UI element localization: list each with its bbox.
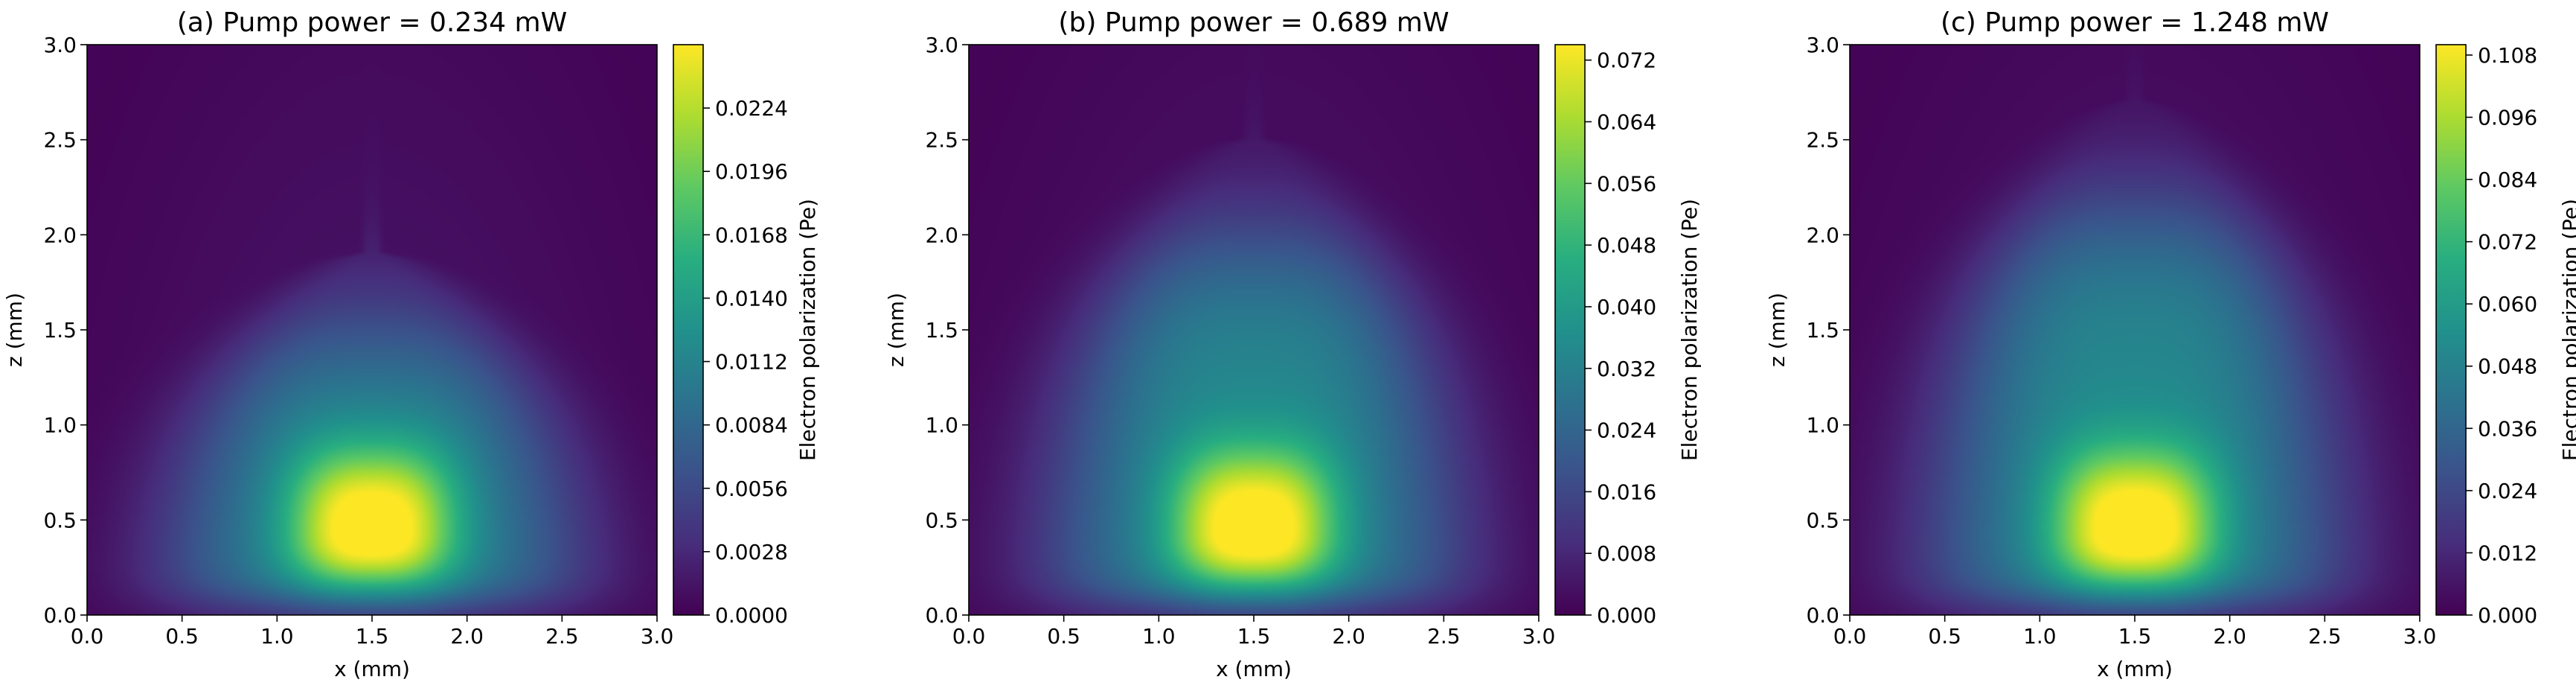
x-axis-label: x (mm) — [334, 657, 410, 681]
colorbar-tick-label: 0.0000 — [715, 603, 788, 628]
colorbar-tick-label: 0.0196 — [715, 159, 788, 184]
x-tick-label: 1.5 — [356, 624, 389, 649]
colorbar-tick-label: 0.016 — [1597, 480, 1656, 504]
y-tick-label: 3.0 — [1806, 33, 1839, 57]
colorbar-tick-label: 0.048 — [2478, 354, 2537, 379]
colorbar-tick-label: 0.032 — [1597, 357, 1656, 381]
y-tick-label: 1.5 — [43, 318, 77, 343]
colorbar-tick-label: 0.0168 — [715, 223, 788, 247]
colorbar-label: Electron polarization (Pe) — [1677, 199, 1702, 461]
y-tick-label: 1.0 — [43, 413, 77, 438]
colorbar-tick-label: 0.012 — [2478, 541, 2537, 565]
x-tick-label: 2.5 — [2308, 624, 2342, 649]
y-axis-label: z (mm) — [1765, 293, 1790, 367]
x-tick-label: 2.0 — [1332, 624, 1365, 649]
x-tick-label: 1.5 — [2118, 624, 2152, 649]
colorbar-tick-label: 0.000 — [2478, 603, 2537, 628]
heatmap-field — [1850, 45, 2420, 615]
y-tick-label: 2.5 — [925, 128, 958, 153]
x-tick-label: 2.0 — [2213, 624, 2246, 649]
colorbar-label: Electron polarization (Pe) — [795, 199, 820, 461]
chart-title: (c) Pump power = 1.248 mW — [1941, 7, 2329, 38]
chart-panel-2: (b) Pump power = 0.689 mW 0.0 0.5 1.0 1.5 2.0… — [884, 7, 1702, 681]
colorbar-tick-label: 0.060 — [2478, 292, 2537, 316]
colorbar-tick-label: 0.0112 — [715, 350, 788, 375]
colorbar-tick-label: 0.040 — [1597, 295, 1656, 319]
x-tick-label: 2.5 — [545, 624, 579, 649]
y-tick-label: 1.0 — [925, 413, 958, 438]
y-tick-label: 1.5 — [925, 318, 958, 343]
y-tick-label: 2.0 — [43, 223, 77, 247]
colorbar-tick-label: 0.0224 — [715, 96, 788, 121]
colorbar-frame — [673, 44, 704, 616]
x-tick-label: 2.0 — [450, 624, 484, 649]
colorbar-tick-label: 0.024 — [1597, 418, 1656, 443]
x-tick-label: 0.5 — [1047, 624, 1080, 649]
y-tick-label: 2.0 — [1806, 223, 1839, 247]
y-tick-label: 0.0 — [1806, 603, 1839, 628]
y-tick-label: 1.0 — [1806, 413, 1839, 438]
x-tick-label: 3.0 — [641, 624, 674, 649]
colorbar-frame — [2435, 44, 2467, 616]
x-axis-label: x (mm) — [2097, 657, 2173, 681]
colorbar-tick-label: 0.000 — [1597, 603, 1656, 628]
x-tick-label: 1.5 — [1237, 624, 1271, 649]
colorbar-frame — [1554, 44, 1586, 616]
colorbar-tick-label: 0.036 — [2478, 416, 2537, 441]
colorbar — [2436, 45, 2466, 615]
colorbar-tick-label: 0.072 — [1597, 48, 1656, 73]
colorbar-label: Electron polarization (Pe) — [2558, 199, 2576, 461]
x-tick-label: 0.0 — [952, 624, 986, 649]
colorbar-tick-label: 0.0084 — [715, 413, 788, 438]
colorbar-tick-label: 0.024 — [2478, 479, 2537, 503]
y-tick-label: 2.5 — [1806, 128, 1839, 153]
y-tick-label: 3.0 — [43, 33, 77, 57]
colorbar-tick-label: 0.072 — [2478, 230, 2537, 255]
x-axis-label: x (mm) — [1216, 657, 1292, 681]
colorbar-tick-label: 0.056 — [1597, 171, 1656, 196]
colorbar — [673, 45, 703, 615]
colorbar-tick-label: 0.0028 — [715, 540, 788, 564]
x-tick-label: 3.0 — [1522, 624, 1556, 649]
x-tick-label: 1.0 — [1142, 624, 1176, 649]
y-tick-label: 0.0 — [925, 603, 958, 628]
heatmap-field — [969, 45, 1539, 615]
y-tick-label: 0.0 — [43, 603, 77, 628]
y-tick-label: 1.5 — [1806, 318, 1839, 343]
colorbar-tick-label: 0.096 — [2478, 105, 2537, 130]
x-tick-label: 3.0 — [2403, 624, 2437, 649]
chart-panel-1: (a) Pump power = 0.234 mW 0.0 0.5 1.0 1.5 2.0… — [2, 7, 820, 681]
colorbar-tick-label: 0.008 — [1597, 541, 1656, 566]
chart-title: (b) Pump power = 0.689 mW — [1058, 7, 1449, 38]
colorbar — [1555, 45, 1585, 615]
colorbar-tick-label: 0.0140 — [715, 286, 788, 310]
y-tick-label: 0.5 — [925, 508, 958, 532]
colorbar-tick-label: 0.0056 — [715, 477, 788, 501]
colorbar-tick-label: 0.108 — [2478, 43, 2537, 68]
y-tick-label: 2.5 — [43, 128, 77, 153]
y-tick-label: 0.5 — [43, 508, 77, 532]
colorbar-tick-label: 0.048 — [1597, 233, 1656, 258]
x-tick-label: 0.5 — [165, 624, 199, 649]
x-tick-label: 1.0 — [2023, 624, 2057, 649]
colorbar-tick-label: 0.084 — [2478, 168, 2537, 192]
y-tick-label: 2.0 — [925, 223, 958, 247]
y-tick-label: 0.5 — [1806, 508, 1839, 532]
x-tick-label: 2.5 — [1427, 624, 1461, 649]
y-axis-label: z (mm) — [884, 293, 909, 367]
colorbar-tick-label: 0.064 — [1597, 110, 1656, 135]
heatmap-field — [87, 45, 657, 615]
x-tick-label: 0.0 — [1833, 624, 1867, 649]
chart-panel-3: (c) Pump power = 1.248 mW 0.0 0.5 1.0 1.5 2.0… — [1765, 7, 2576, 681]
y-axis-label: z (mm) — [2, 293, 27, 367]
y-tick-label: 3.0 — [925, 33, 958, 57]
x-tick-label: 0.5 — [1928, 624, 1961, 649]
x-tick-label: 1.0 — [260, 624, 294, 649]
x-tick-label: 0.0 — [71, 624, 104, 649]
chart-title: (a) Pump power = 0.234 mW — [177, 7, 567, 38]
